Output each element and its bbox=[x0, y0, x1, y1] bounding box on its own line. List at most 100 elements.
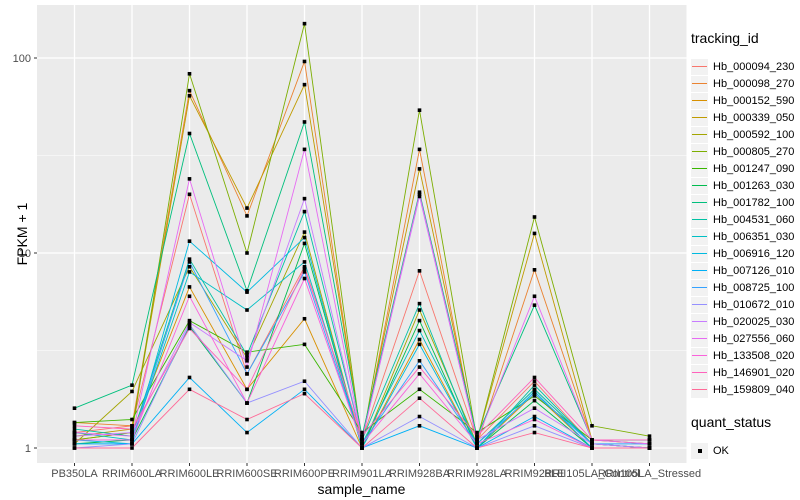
legend-item-label: Hb_001247_090 bbox=[713, 162, 795, 175]
data-point bbox=[187, 324, 192, 329]
data-point bbox=[417, 269, 422, 273]
legend-line-icon bbox=[692, 133, 707, 136]
data-point bbox=[187, 131, 192, 136]
x-tick-label: RRIM901LA bbox=[332, 468, 393, 480]
legend-line-icon bbox=[692, 201, 707, 204]
black-square-point-icon bbox=[697, 448, 702, 453]
data-point bbox=[417, 365, 422, 369]
data-point bbox=[245, 365, 249, 369]
data-point bbox=[417, 396, 422, 401]
legend-item-label: Hb_000592_100 bbox=[713, 128, 795, 141]
data-point bbox=[302, 120, 307, 124]
data-point bbox=[187, 326, 192, 331]
legend-line-icon bbox=[692, 218, 707, 221]
data-point bbox=[360, 446, 364, 450]
data-point bbox=[187, 71, 192, 76]
data-point bbox=[187, 318, 192, 323]
legend-line-icon bbox=[692, 116, 707, 119]
y-tick-label: 10 bbox=[19, 248, 31, 260]
data-point bbox=[72, 406, 77, 410]
data-point bbox=[187, 192, 192, 197]
x-tick-label: RRIM928LA bbox=[447, 468, 508, 480]
legend-item-label: Hb_001263_030 bbox=[713, 179, 795, 192]
data-point bbox=[532, 375, 537, 380]
data-point bbox=[187, 177, 192, 181]
legend-item: Hb_006351_030 bbox=[691, 228, 799, 245]
data-point bbox=[130, 442, 134, 446]
data-point bbox=[532, 387, 537, 392]
data-point bbox=[72, 420, 77, 425]
data-point bbox=[302, 230, 307, 234]
data-point bbox=[302, 342, 307, 347]
data-point bbox=[187, 294, 192, 299]
data-point bbox=[302, 241, 307, 246]
legend-items-quant: OK bbox=[691, 442, 799, 459]
data-point bbox=[360, 430, 364, 435]
legend-line-icon bbox=[692, 99, 707, 102]
legend-item: Hb_000094_230 bbox=[691, 58, 799, 75]
data-point bbox=[417, 308, 422, 312]
data-point bbox=[475, 442, 479, 446]
legend-item: Hb_006916_120 bbox=[691, 245, 799, 262]
data-point bbox=[647, 442, 652, 446]
data-point bbox=[302, 391, 307, 396]
data-point bbox=[475, 434, 479, 438]
legend-line-icon bbox=[692, 184, 707, 187]
data-point bbox=[187, 88, 192, 93]
data-point bbox=[417, 318, 422, 323]
data-point bbox=[360, 438, 364, 442]
x-tick-label: RRIM600LA bbox=[102, 468, 163, 480]
data-point bbox=[187, 387, 192, 392]
legend-line-icon bbox=[692, 337, 707, 340]
data-point bbox=[187, 93, 192, 98]
data-point bbox=[302, 266, 307, 271]
data-point bbox=[302, 21, 307, 26]
data-point bbox=[245, 372, 249, 376]
legend-item-label: Hb_006351_030 bbox=[713, 230, 795, 243]
legend-item: Hb_020025_030 bbox=[691, 313, 799, 330]
data-point bbox=[302, 209, 307, 214]
legend-line-icon bbox=[692, 388, 707, 391]
legend-item-label: Hb_007126_010 bbox=[713, 264, 795, 277]
legend-item: Hb_004531_060 bbox=[691, 211, 799, 228]
legend-item-label: Hb_000098_270 bbox=[713, 77, 795, 90]
legend-line-icon bbox=[692, 286, 707, 289]
data-point bbox=[130, 430, 134, 435]
x-tick-label: RRIM600PE bbox=[274, 468, 335, 480]
legend-line-icon bbox=[692, 82, 707, 85]
data-point bbox=[187, 257, 192, 261]
data-point bbox=[245, 430, 249, 435]
data-point bbox=[245, 308, 249, 312]
data-point bbox=[130, 383, 134, 387]
data-point bbox=[532, 430, 537, 435]
legend-item: Hb_008725_100 bbox=[691, 279, 799, 296]
data-point bbox=[245, 359, 249, 363]
x-tick-label: RRIM600SE bbox=[216, 468, 277, 480]
legend-line-icon bbox=[692, 235, 707, 238]
data-point bbox=[130, 427, 134, 431]
data-point bbox=[532, 379, 537, 384]
legend-swatch bbox=[691, 347, 708, 364]
data-point bbox=[417, 194, 422, 199]
data-point bbox=[590, 446, 594, 450]
x-tick-label: RRII105LA_Stressed bbox=[598, 468, 701, 480]
data-point bbox=[302, 316, 307, 321]
data-point bbox=[417, 192, 422, 197]
legend-line-icon bbox=[692, 303, 707, 306]
legend-item-label: Hb_020025_030 bbox=[713, 315, 795, 328]
legend-items-tracking: Hb_000094_230 Hb_000098_270 Hb_000152_590 H… bbox=[691, 58, 799, 398]
data-point bbox=[72, 442, 77, 446]
data-point bbox=[302, 270, 307, 274]
data-point bbox=[245, 356, 249, 360]
y-axis-title: FPKM + 1 bbox=[14, 202, 30, 266]
data-point bbox=[302, 147, 307, 152]
legend-item: Hb_000805_270 bbox=[691, 143, 799, 160]
data-point bbox=[532, 383, 537, 387]
data-point bbox=[187, 260, 192, 264]
legend-swatch bbox=[691, 330, 708, 347]
data-point bbox=[475, 446, 479, 450]
data-point bbox=[245, 251, 249, 255]
legend-swatch bbox=[691, 126, 708, 143]
data-point bbox=[72, 430, 77, 435]
